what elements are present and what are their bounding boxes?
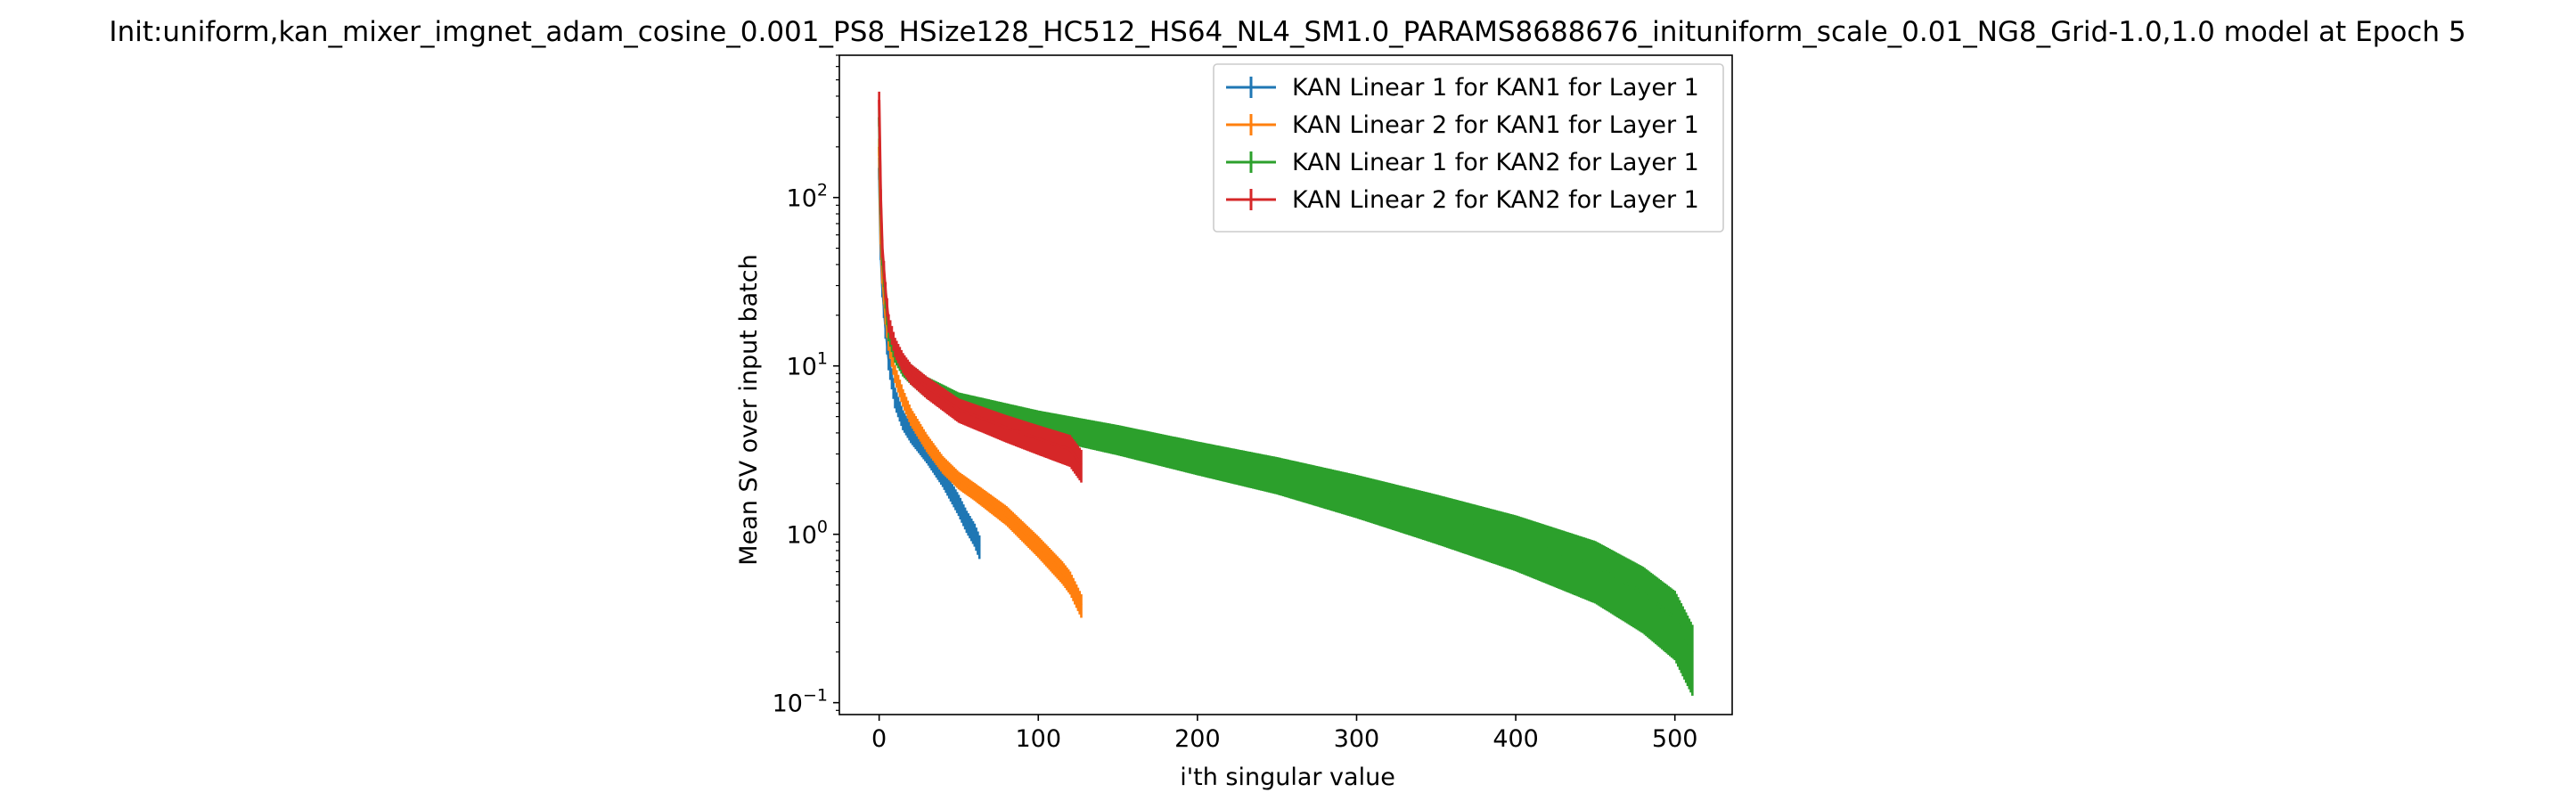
series-1-line — [878, 168, 981, 547]
x-axis-label: i'th singular value — [1180, 764, 1395, 791]
x-tick-label: 100 — [1015, 725, 1061, 753]
x-tick-label: 300 — [1334, 725, 1380, 753]
y-tick-label: 10−1 — [773, 686, 828, 718]
series-3-line — [878, 117, 1694, 653]
legend-label: KAN Linear 1 for KAN2 for Layer 1 — [1292, 149, 1699, 176]
axes: 0 100 200 300 400 500 10−1 100 101 102 — [773, 54, 1733, 753]
chart-title: Init:uniform,kan_mixer_imgnet_adam_cosin… — [109, 16, 2466, 48]
y-tick-label: 101 — [787, 349, 828, 381]
plot-area — [878, 91, 1694, 696]
x-tick-label: 200 — [1174, 725, 1221, 753]
legend-box — [1213, 63, 1724, 233]
plot-frame — [838, 54, 1733, 715]
legend-entry-4: KAN Linear 2 for KAN2 for Layer 1 — [1226, 186, 1699, 214]
legend-entry-2: KAN Linear 2 for KAN1 for Layer 1 — [1226, 111, 1699, 139]
series-4-line — [878, 100, 1083, 466]
legend: KAN Linear 1 for KAN1 for Layer 1 KAN Lin… — [1213, 63, 1724, 233]
series-2-line — [878, 146, 1083, 606]
legend-entry-1: KAN Linear 1 for KAN1 for Layer 1 — [1226, 74, 1699, 102]
y-tick-label: 102 — [787, 181, 828, 213]
x-tick-label: 0 — [871, 725, 887, 753]
y-axis-label: Mean SV over input batch — [735, 254, 763, 565]
series-4 — [878, 91, 1083, 483]
legend-label: KAN Linear 2 for KAN2 for Layer 1 — [1292, 186, 1699, 214]
legend-entry-3: KAN Linear 1 for KAN2 for Layer 1 — [1226, 149, 1699, 176]
x-tick-label: 400 — [1492, 725, 1539, 753]
y-tick-label: 100 — [787, 518, 828, 550]
legend-label: KAN Linear 2 for KAN1 for Layer 1 — [1292, 111, 1699, 139]
x-tick-label: 500 — [1652, 725, 1698, 753]
series-1 — [878, 157, 981, 560]
legend-label: KAN Linear 1 for KAN1 for Layer 1 — [1292, 74, 1699, 102]
